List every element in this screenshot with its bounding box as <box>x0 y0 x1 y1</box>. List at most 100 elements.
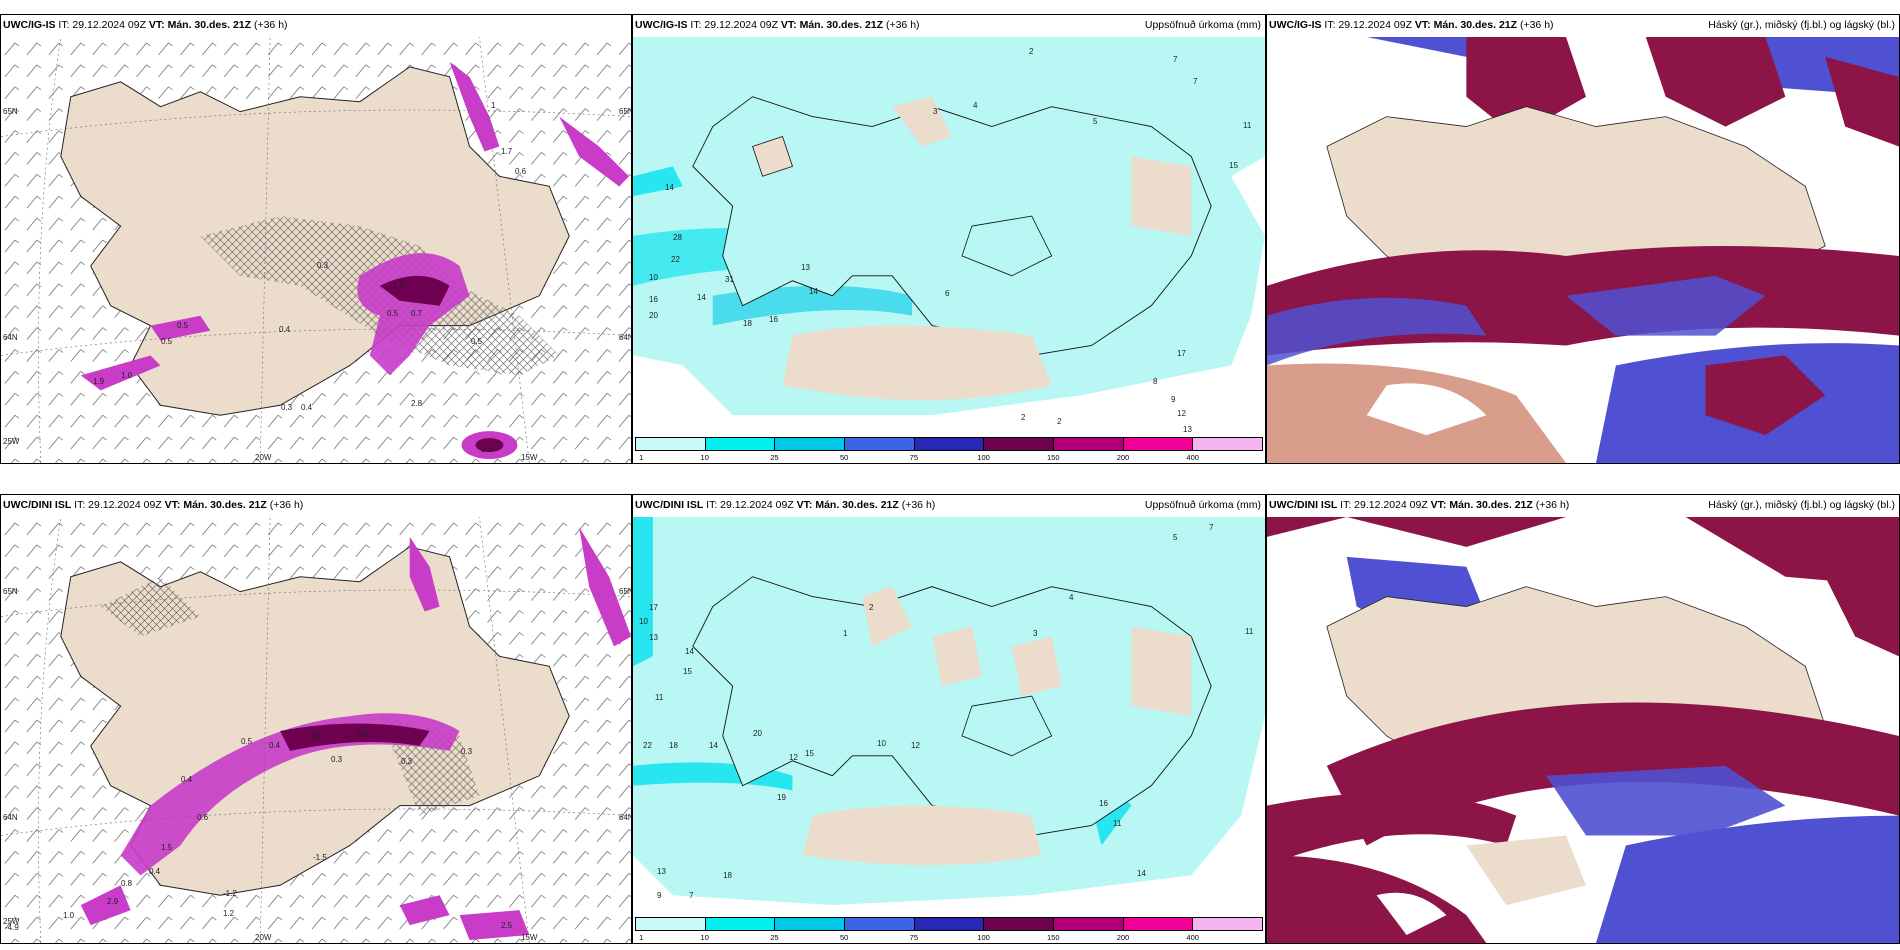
data-value: 0.4 <box>269 741 281 750</box>
precip-value: 11 <box>655 693 664 702</box>
precip-value: 11 <box>1113 819 1122 828</box>
axis-label: 64N <box>3 813 18 822</box>
data-value: 1.5 <box>161 843 173 852</box>
cloud-panel-top: UWC/IG-IS IT: 29.12.2024 09Z VT: Mán. 30… <box>1266 14 1900 464</box>
legend-tick: 75 <box>909 933 918 942</box>
legend-swatch <box>1193 438 1263 450</box>
precip-value: 14 <box>685 647 694 656</box>
data-value: 0.3 <box>309 731 321 740</box>
axis-label: 25W <box>3 917 20 926</box>
precip-value: 18 <box>743 319 752 328</box>
data-value: 0.5 <box>161 337 173 346</box>
legend-tick: 200 <box>1116 453 1130 462</box>
cloud-map[interactable] <box>1267 37 1899 463</box>
precip-value: 13 <box>801 263 810 272</box>
precip-legend: 1 10 25 50 75 100 150 200 400 <box>633 915 1265 943</box>
legend-swatch <box>1054 918 1124 930</box>
panel-header: UWC/IG-IS IT: 29.12.2024 09Z VT: Mán. 30… <box>1269 19 1554 31</box>
legend-swatch <box>1193 918 1263 930</box>
data-value: 0.2 <box>481 445 493 454</box>
data-value: -1.5 <box>313 853 327 862</box>
wind-map[interactable]: 65N 64N 25W 20W 15W 65N 64N 0.5 0.4 0.3 … <box>1 517 631 943</box>
lead-time: (+36 h) <box>1535 499 1570 511</box>
wind-map[interactable]: 65N 64N 25W 20W 15W 65N 64N 0.3 1.2 0.5 … <box>1 37 631 463</box>
valid-time: VT: Mán. 30.des. 21Z <box>164 499 267 511</box>
data-value: 0.3 <box>331 755 343 764</box>
precip-value: 16 <box>769 315 778 324</box>
axis-label: 64N <box>3 333 18 342</box>
panel-header: UWC/DINI ISL IT: 29.12.2024 09Z VT: Mán.… <box>635 499 935 511</box>
data-value: 0.3 <box>461 747 473 756</box>
legend-tick: 400 <box>1186 933 1199 942</box>
data-value: 2.9 <box>107 897 119 906</box>
precip-value: 12 <box>1177 409 1186 418</box>
data-value: 0.4 <box>181 775 193 784</box>
legend-tick: 1 <box>639 453 644 462</box>
legend-swatch <box>705 918 776 930</box>
wind-panel-bottom: UWC/DINI ISL IT: 29.12.2024 09Z VT: Mán.… <box>0 494 632 944</box>
lead-time: (+36 h) <box>269 499 304 511</box>
model-name: UWC/DINI ISL <box>635 499 704 511</box>
panel-header: UWC/DINI ISL IT: 29.12.2024 09Z VT: Mán.… <box>1269 499 1569 511</box>
precip-value: 2 <box>1021 413 1026 422</box>
legend-tick: 400 <box>1186 453 1199 462</box>
axis-label: 65N <box>619 587 631 596</box>
precip-value: 7 <box>1209 523 1214 532</box>
data-value: 1.0 <box>121 371 133 380</box>
panel-title-right: Uppsöfnuð úrkoma (mm) <box>1144 499 1261 511</box>
precip-value: 5 <box>1173 533 1178 542</box>
data-value: 0.5 <box>387 309 399 318</box>
legend-swatch <box>705 438 776 450</box>
precip-map[interactable]: 2 3 4 5 7 7 11 15 14 28 22 31 10 16 20 1… <box>633 37 1265 435</box>
legend-swatch <box>845 438 915 450</box>
legend-ticks: 1 10 25 50 75 100 150 200 400 <box>635 933 1263 943</box>
data-value: 0.5 <box>241 737 253 746</box>
precip-value: 12 <box>789 753 798 762</box>
precip-value: 10 <box>649 273 658 282</box>
precip-value: 13 <box>649 633 658 642</box>
legend-tick: 25 <box>770 453 779 462</box>
precip-value: 10 <box>877 739 886 748</box>
data-value: 1.2 <box>393 281 405 290</box>
legend-ticks: 1 10 25 50 75 100 150 200 400 <box>635 453 1263 463</box>
axis-label: 25W <box>3 437 20 446</box>
data-value: 0.7 <box>411 309 423 318</box>
precip-value: 28 <box>673 233 682 242</box>
precip-value: 18 <box>723 871 732 880</box>
legend-tick: 100 <box>977 933 990 942</box>
precip-value: 3 <box>933 107 938 116</box>
precip-value: 20 <box>753 729 762 738</box>
precip-value: 4 <box>973 101 978 110</box>
precip-value: 18 <box>669 741 678 750</box>
legend-tick: 200 <box>1116 933 1130 942</box>
precip-value: 22 <box>643 741 652 750</box>
precip-value: 11 <box>1243 121 1252 130</box>
axis-label: 64N <box>619 813 631 822</box>
panel-header: UWC/IG-IS IT: 29.12.2024 09Z VT: Mán. 30… <box>635 19 920 31</box>
precip-value: 13 <box>657 867 666 876</box>
data-value: 1.9 <box>93 377 105 386</box>
precip-value: 8 <box>1153 377 1158 386</box>
precip-value: 4 <box>1069 593 1074 602</box>
precip-value: 20 <box>649 311 658 320</box>
data-value: 0.5 <box>177 321 189 330</box>
axis-label: 15W <box>521 933 538 942</box>
cloud-map[interactable] <box>1267 517 1899 943</box>
data-value: 0.3 <box>401 757 413 766</box>
legend-swatch <box>775 918 846 930</box>
precip-value: 14 <box>1137 869 1146 878</box>
cloud-panel-bottom: UWC/DINI ISL IT: 29.12.2024 09Z VT: Mán.… <box>1266 494 1900 944</box>
valid-time: VT: Mán. 30.des. 21Z <box>1430 499 1533 511</box>
precip-value: 31 <box>725 275 734 284</box>
legend-swatch <box>984 438 1055 450</box>
precip-map[interactable]: 17 10 13 14 15 11 22 18 14 20 12 15 10 1… <box>633 517 1265 915</box>
axis-label: 20W <box>255 453 272 462</box>
data-value: 0.6 <box>515 167 527 176</box>
precip-value: 14 <box>809 287 818 296</box>
precip-value: 15 <box>805 749 814 758</box>
axis-label: 20W <box>255 933 272 942</box>
precip-value: 1 <box>843 629 848 638</box>
valid-time: VT: Mán. 30.des. 21Z <box>780 19 884 31</box>
data-value: 2.8 <box>411 399 423 408</box>
legend-swatch <box>1123 918 1194 930</box>
